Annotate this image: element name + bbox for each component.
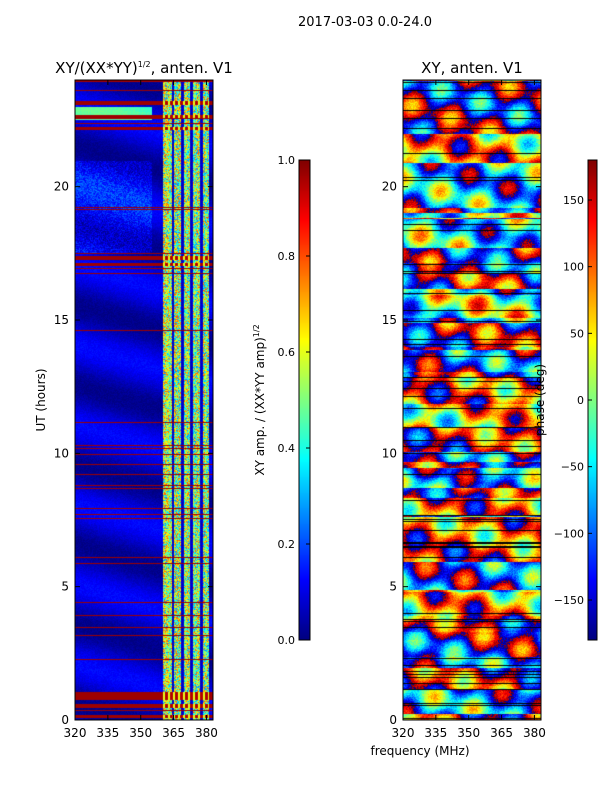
- amplitude-heatmap-area: [75, 80, 213, 720]
- phase-colorbar: [588, 160, 597, 640]
- left-x-tick-label: 350: [129, 726, 152, 740]
- right-x-tick-label: 380: [523, 726, 546, 740]
- amplitude-colorbar-tick-label: 0.2: [278, 538, 296, 551]
- left-x-tick-label: 335: [96, 726, 119, 740]
- amplitude-colorbar-tick-label: 0.0: [278, 634, 296, 647]
- amplitude-colorbar-frame: [298, 159, 311, 641]
- left-x-tick-label: 365: [162, 726, 185, 740]
- left-panel-title: XY/(XX*YY)1/2, anten. V1: [55, 59, 233, 77]
- phase-heatmap: [403, 80, 541, 720]
- left-y-tick-label: 0: [61, 713, 69, 727]
- amplitude-colorbar-tick-label: 0.8: [278, 250, 296, 263]
- right-x-tick-label: 365: [490, 726, 513, 740]
- amplitude-heatmap: [75, 80, 213, 720]
- figure-suptitle: 2017-03-03 0.0-24.0: [298, 15, 432, 30]
- phase-colorbar-tick-label: −150: [554, 594, 584, 607]
- right-y-tick-label: 0: [389, 713, 397, 727]
- amplitude-plot-frame: [74, 79, 214, 721]
- phase-colorbar-tick-label: 100: [563, 261, 584, 274]
- right-y-tick-label: 5: [389, 580, 397, 594]
- right-x-tick-label: 335: [424, 726, 447, 740]
- phase-plot-frame: [402, 79, 542, 721]
- left-y-tick-label: 15: [54, 313, 69, 327]
- right-y-tick-label: 10: [382, 446, 397, 460]
- amplitude-colorbar-tick-label: 0.4: [278, 442, 296, 455]
- left-y-axis-label: UT (hours): [34, 368, 48, 431]
- axis-ticks: 320 335 350 365 380 0 5 10 15 20 320 335 350 365 380 0 5…: [54, 80, 592, 740]
- right-panel-title: XY, anten. V1: [421, 59, 523, 77]
- phase-colorbar-label: phase (deg): [533, 364, 547, 436]
- left-y-tick-label: 5: [61, 580, 69, 594]
- amplitude-colorbar-tick-label: 1.0: [278, 154, 296, 167]
- right-y-tick-label: 15: [382, 313, 397, 327]
- left-y-tick-label: 10: [54, 446, 69, 460]
- left-y-tick-label: 20: [54, 180, 69, 194]
- phase-heatmap-area: [403, 80, 541, 720]
- left-x-tick-label: 380: [195, 726, 218, 740]
- phase-colorbar-tick-label: 50: [570, 327, 584, 340]
- amplitude-colorbar-label: XY amp. / (XX*YY amp)1/2: [252, 324, 267, 475]
- right-y-tick-label: 20: [382, 180, 397, 194]
- right-x-tick-label: 320: [392, 726, 415, 740]
- x-axis-label: frequency (MHz): [370, 744, 469, 758]
- amplitude-colorbar-tick-label: 0.6: [278, 346, 296, 359]
- phase-colorbar-tick-label: 0: [577, 394, 584, 407]
- left-x-tick-label: 320: [64, 726, 87, 740]
- phase-colorbar-area: [588, 160, 597, 640]
- amplitude-colorbar: [299, 160, 310, 640]
- amplitude-colorbar-area: [299, 160, 310, 640]
- phase-colorbar-tick-label: 150: [563, 194, 584, 207]
- phase-colorbar-tick-label: −100: [554, 527, 584, 540]
- phase-colorbar-tick-label: −50: [561, 461, 584, 474]
- right-x-tick-label: 350: [457, 726, 480, 740]
